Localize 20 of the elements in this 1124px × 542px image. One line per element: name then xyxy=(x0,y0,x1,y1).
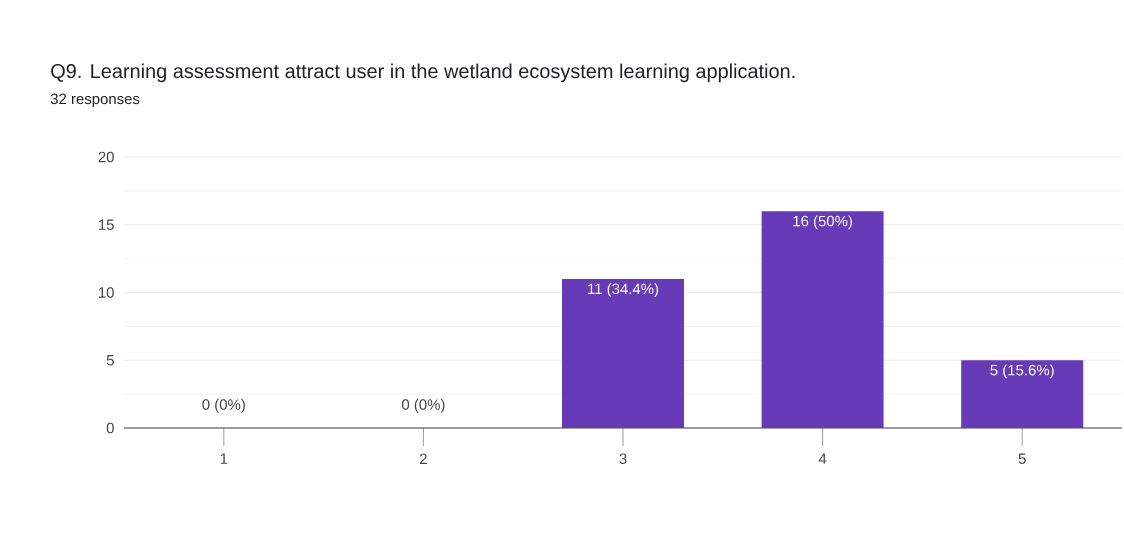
x-tick-label: 2 xyxy=(420,453,427,464)
x-tick-label: 1 xyxy=(220,453,228,464)
data-label: 16 (50%) xyxy=(793,215,852,230)
bar xyxy=(761,211,884,428)
bar xyxy=(961,360,1084,428)
y-tick-label: 0 xyxy=(106,422,114,434)
x-tick-label: 5 xyxy=(1018,453,1026,464)
chart-title: Q9. Learning assessment attract user in the wetland ecosystem learning application. xyxy=(51,63,795,83)
y-tick-label: 5 xyxy=(106,355,114,366)
data-label: 0 (0%) xyxy=(401,398,445,413)
y-tick-label: 20 xyxy=(98,151,114,163)
x-tick-label: 4 xyxy=(818,453,827,464)
bar xyxy=(562,278,685,428)
data-label: 0 (0%) xyxy=(202,398,245,413)
data-label: 5 (15.6%) xyxy=(990,364,1054,379)
y-tick-label: 15 xyxy=(99,219,114,230)
data-label: 11 (34.4%) xyxy=(588,283,659,298)
chart-subtitle: 32 responses xyxy=(50,93,140,108)
y-tick-label: 10 xyxy=(99,287,114,298)
x-tick-label: 3 xyxy=(619,453,627,465)
